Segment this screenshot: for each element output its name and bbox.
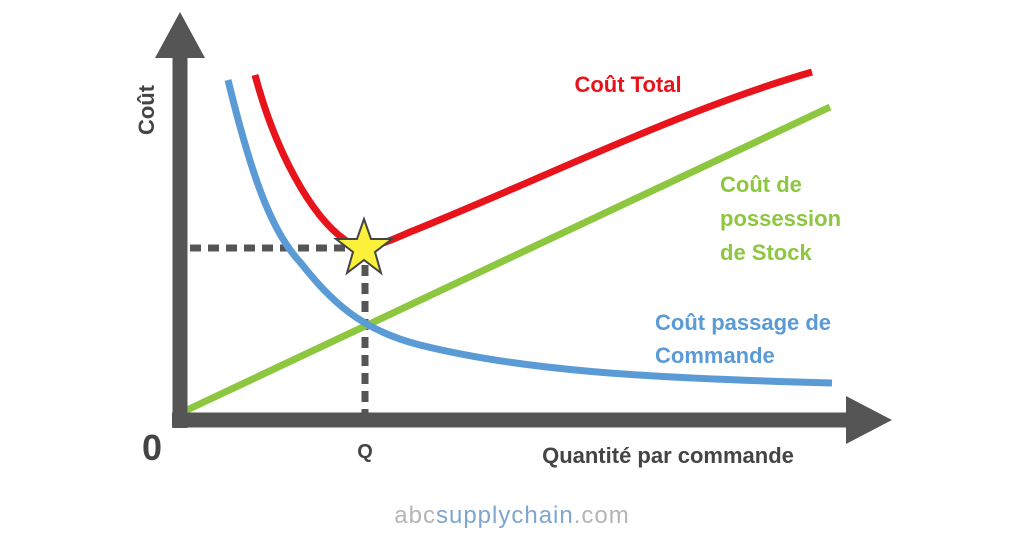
watermark: abcsupplychain.com bbox=[394, 502, 629, 529]
ordering-cost-curve bbox=[224, 79, 833, 387]
holding-cost-label: possession bbox=[720, 206, 841, 231]
q-label: Q bbox=[357, 441, 373, 463]
x-axis-label: Quantité par commande bbox=[542, 443, 794, 468]
y-axis-arrow bbox=[155, 12, 205, 58]
holding-cost-label: Coût de bbox=[720, 172, 802, 197]
watermark-part: .com bbox=[574, 502, 630, 529]
ordering-cost-label: Commande bbox=[655, 343, 775, 368]
total-cost-curve bbox=[251, 68, 813, 250]
watermark-part: supplychain bbox=[436, 502, 574, 529]
origin-label: 0 bbox=[142, 427, 162, 468]
ordering-cost-label: Coût passage de bbox=[655, 310, 831, 335]
holding-cost-label: de Stock bbox=[720, 240, 812, 265]
optimum-star bbox=[333, 215, 395, 276]
x-axis-arrow bbox=[846, 396, 892, 444]
y-axis-label: Coût bbox=[134, 84, 159, 135]
watermark-part: abc bbox=[394, 502, 436, 529]
holding-cost-line bbox=[185, 103, 832, 414]
total-cost-label: Coût Total bbox=[574, 72, 681, 97]
